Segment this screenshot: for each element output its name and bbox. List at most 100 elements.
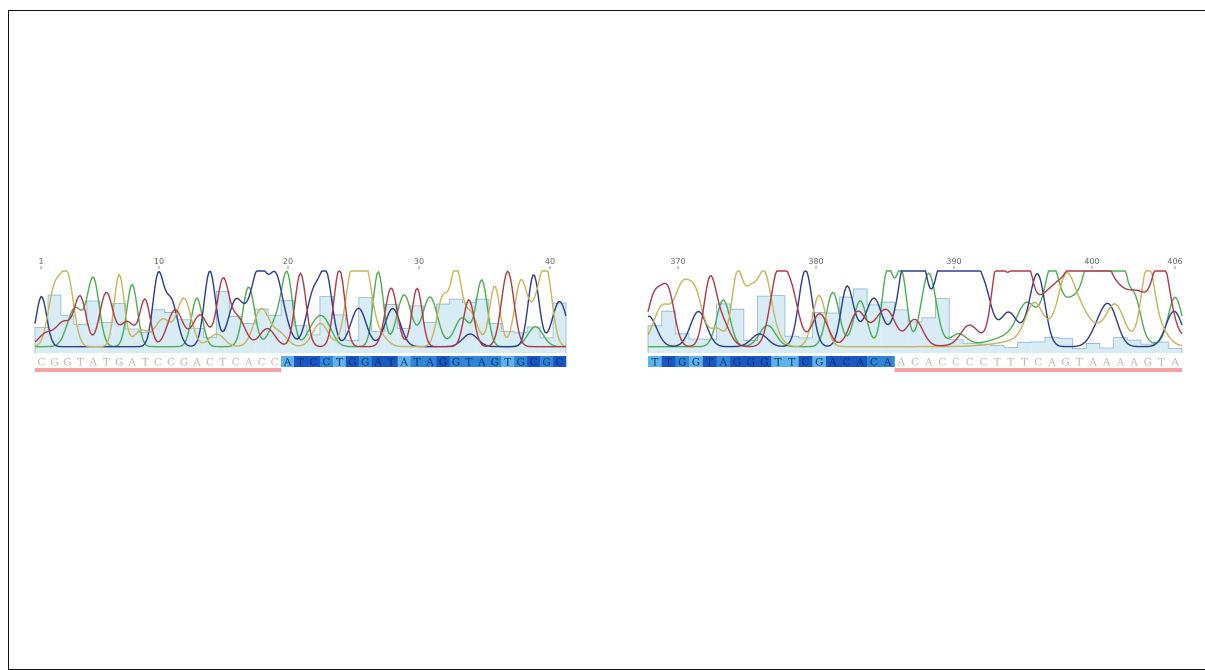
trim-bar-start [35, 368, 281, 372]
tick-label: 20 [283, 257, 293, 266]
base-call: C [206, 357, 214, 369]
base-call: T [504, 357, 511, 369]
quality-bar [990, 345, 1004, 353]
base-call: A [1047, 357, 1056, 369]
quality-bar [963, 343, 977, 353]
trimmed-region-bar [894, 368, 1182, 372]
quality-bar [527, 327, 540, 353]
quality-bar [501, 331, 514, 353]
tick-label: 406 [1167, 257, 1182, 266]
base-call: C [843, 357, 851, 369]
base-call: T [706, 357, 713, 369]
base-call: A [1102, 357, 1111, 369]
base-call: T [1007, 357, 1014, 369]
base-call: G [361, 357, 369, 369]
tick-label: 390 [946, 257, 961, 266]
base-call: C [37, 357, 45, 369]
base-call: A [88, 357, 97, 369]
quality-bar [1031, 342, 1045, 353]
base-call: A [425, 357, 434, 369]
base-call: C [167, 357, 175, 369]
base-call: C [154, 357, 162, 369]
base-call: A [244, 357, 253, 369]
quality-bar [1004, 347, 1018, 353]
tick-label: 10 [154, 257, 164, 266]
quality-bar [1168, 349, 1182, 353]
base-call: G [678, 357, 686, 369]
base-call: G [50, 357, 58, 369]
base-call: T [219, 357, 226, 369]
base-call: C [938, 357, 946, 369]
base-call: C [1034, 357, 1042, 369]
quality-bar [307, 335, 320, 353]
base-call: G [348, 357, 356, 369]
tick-label: 30 [414, 257, 424, 266]
base-call-sequence: TTGGTAGGGTTCGACACAACACCCCTTTCAGTAAAAGTA [648, 356, 1179, 369]
base-call: G [692, 357, 700, 369]
base-call: G [760, 357, 768, 369]
base-call: C [322, 357, 330, 369]
trim-bar-end [894, 368, 1182, 372]
base-call: C [911, 357, 919, 369]
quality-bar [1086, 343, 1100, 353]
position-ruler: 1 10 20 30 40 [38, 257, 555, 269]
base-call: A [719, 357, 728, 369]
base-call: T [465, 357, 472, 369]
base-call: T [297, 357, 304, 369]
base-call: T [994, 357, 1001, 369]
base-call: T [651, 357, 658, 369]
base-call: T [142, 357, 149, 369]
quality-bar [203, 337, 216, 353]
base-call: C [952, 357, 960, 369]
chromatogram-end-plot: 370 380 390 400 406 TTGGTAGGGTTCGACACAACACCC… [645, 255, 1185, 380]
base-call: T [103, 357, 110, 369]
base-call: A [897, 357, 906, 369]
base-call: A [1116, 357, 1125, 369]
base-call: T [1076, 357, 1083, 369]
base-call: C [232, 357, 240, 369]
base-call: G [491, 357, 499, 369]
base-call: A [373, 357, 382, 369]
base-call: T [1021, 357, 1028, 369]
tick-label: 40 [545, 257, 555, 266]
base-call: T [775, 357, 782, 369]
chromatogram-start-plot: 1 10 20 30 40 CGGTATGATCCGACTCACCATCCTGGATAT… [33, 255, 568, 380]
base-call: A [283, 357, 292, 369]
tick-label: 370 [670, 257, 685, 266]
base-call: T [1158, 357, 1165, 369]
quality-bar [922, 318, 936, 353]
quality-bar [1072, 349, 1086, 353]
base-call: G [115, 357, 123, 369]
base-call: A [127, 357, 136, 369]
base-call: C [801, 357, 809, 369]
position-ruler: 370 380 390 400 406 [670, 257, 1182, 269]
base-call: T [788, 357, 795, 369]
base-call: A [399, 357, 408, 369]
base-call: T [336, 357, 343, 369]
base-call: C [556, 357, 564, 369]
base-call: G [746, 357, 754, 369]
base-call-sequence: CGGTATGATCCGACTCACCATCCTGGATATAGGTAGTGCG… [37, 356, 566, 369]
base-call: G [1061, 357, 1069, 369]
tick-label: 1 [38, 257, 43, 266]
base-call: G [815, 357, 823, 369]
base-call: C [271, 357, 279, 369]
base-call: A [1170, 357, 1179, 369]
base-call: A [924, 357, 933, 369]
base-call: G [63, 357, 71, 369]
base-call: A [1129, 357, 1138, 369]
base-call: A [477, 357, 486, 369]
base-call: C [979, 357, 987, 369]
base-call: C [966, 357, 974, 369]
base-call: T [665, 357, 672, 369]
base-call: G [180, 357, 188, 369]
base-call: C [258, 357, 266, 369]
base-call: A [855, 357, 864, 369]
base-call: T [388, 357, 395, 369]
base-call: A [192, 357, 201, 369]
base-call: G [733, 357, 741, 369]
base-call: A [883, 357, 892, 369]
chromatogram-end: 370 380 390 400 406 TTGGTAGGGTTCGACACAACACCC… [645, 255, 1185, 380]
base-call: C [309, 357, 317, 369]
quality-bar [1018, 342, 1032, 353]
